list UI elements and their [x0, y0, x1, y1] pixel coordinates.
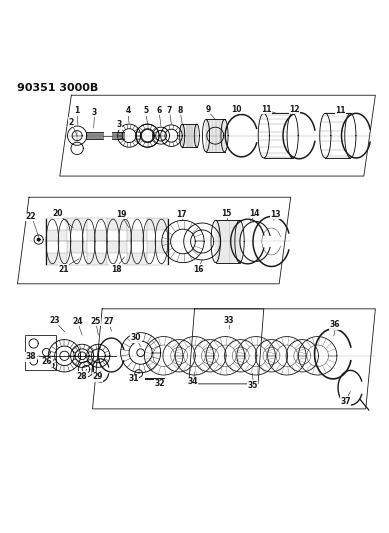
Text: 28: 28 — [77, 372, 88, 381]
Text: 9: 9 — [205, 105, 210, 114]
Text: 3: 3 — [116, 120, 121, 130]
Bar — [25, 335, 56, 369]
Bar — [107, 241, 127, 253]
Text: 33: 33 — [223, 316, 234, 325]
Polygon shape — [37, 238, 40, 241]
Text: 2: 2 — [69, 118, 74, 127]
Bar — [67, 241, 87, 253]
Text: 25: 25 — [90, 317, 100, 326]
Text: 3: 3 — [92, 108, 97, 117]
Text: 30: 30 — [131, 333, 141, 342]
Text: 19: 19 — [116, 209, 127, 219]
Text: 22: 22 — [26, 212, 36, 221]
Bar — [87, 253, 107, 265]
Text: 10: 10 — [231, 105, 242, 114]
Text: 29: 29 — [92, 373, 103, 382]
Text: 35: 35 — [247, 381, 258, 390]
Text: 1: 1 — [75, 106, 80, 115]
Bar — [147, 241, 168, 253]
Text: 4: 4 — [125, 106, 131, 115]
Text: 8: 8 — [177, 106, 183, 115]
Text: 31: 31 — [128, 374, 139, 383]
Bar — [107, 217, 127, 230]
Text: 16: 16 — [193, 265, 203, 273]
Text: 34: 34 — [187, 377, 198, 386]
Text: 18: 18 — [111, 265, 121, 273]
Text: 37: 37 — [340, 397, 350, 406]
Text: 21: 21 — [58, 265, 69, 273]
Bar — [67, 217, 87, 230]
Text: 11: 11 — [335, 106, 346, 115]
Bar — [87, 230, 107, 241]
Text: 17: 17 — [176, 210, 187, 219]
Text: 13: 13 — [270, 210, 280, 219]
Text: 12: 12 — [289, 105, 300, 114]
Bar — [147, 217, 168, 230]
Text: 26: 26 — [42, 358, 53, 367]
Text: 32: 32 — [154, 379, 165, 389]
Text: 7: 7 — [167, 106, 172, 115]
Bar — [46, 253, 67, 265]
Text: 20: 20 — [53, 209, 63, 218]
Text: 14: 14 — [249, 209, 260, 218]
Text: 11: 11 — [261, 105, 272, 114]
Text: 38: 38 — [26, 352, 36, 361]
Polygon shape — [50, 363, 54, 367]
Text: 90351 3000B: 90351 3000B — [18, 83, 99, 93]
Text: 6: 6 — [156, 106, 162, 115]
Text: 15: 15 — [221, 209, 231, 218]
Text: 23: 23 — [49, 316, 60, 325]
Bar — [127, 230, 147, 241]
Text: 36: 36 — [330, 320, 340, 329]
Bar — [127, 253, 147, 265]
Text: 24: 24 — [72, 317, 82, 326]
Text: 5: 5 — [143, 106, 148, 115]
Bar — [46, 230, 67, 241]
Text: 27: 27 — [104, 318, 114, 326]
